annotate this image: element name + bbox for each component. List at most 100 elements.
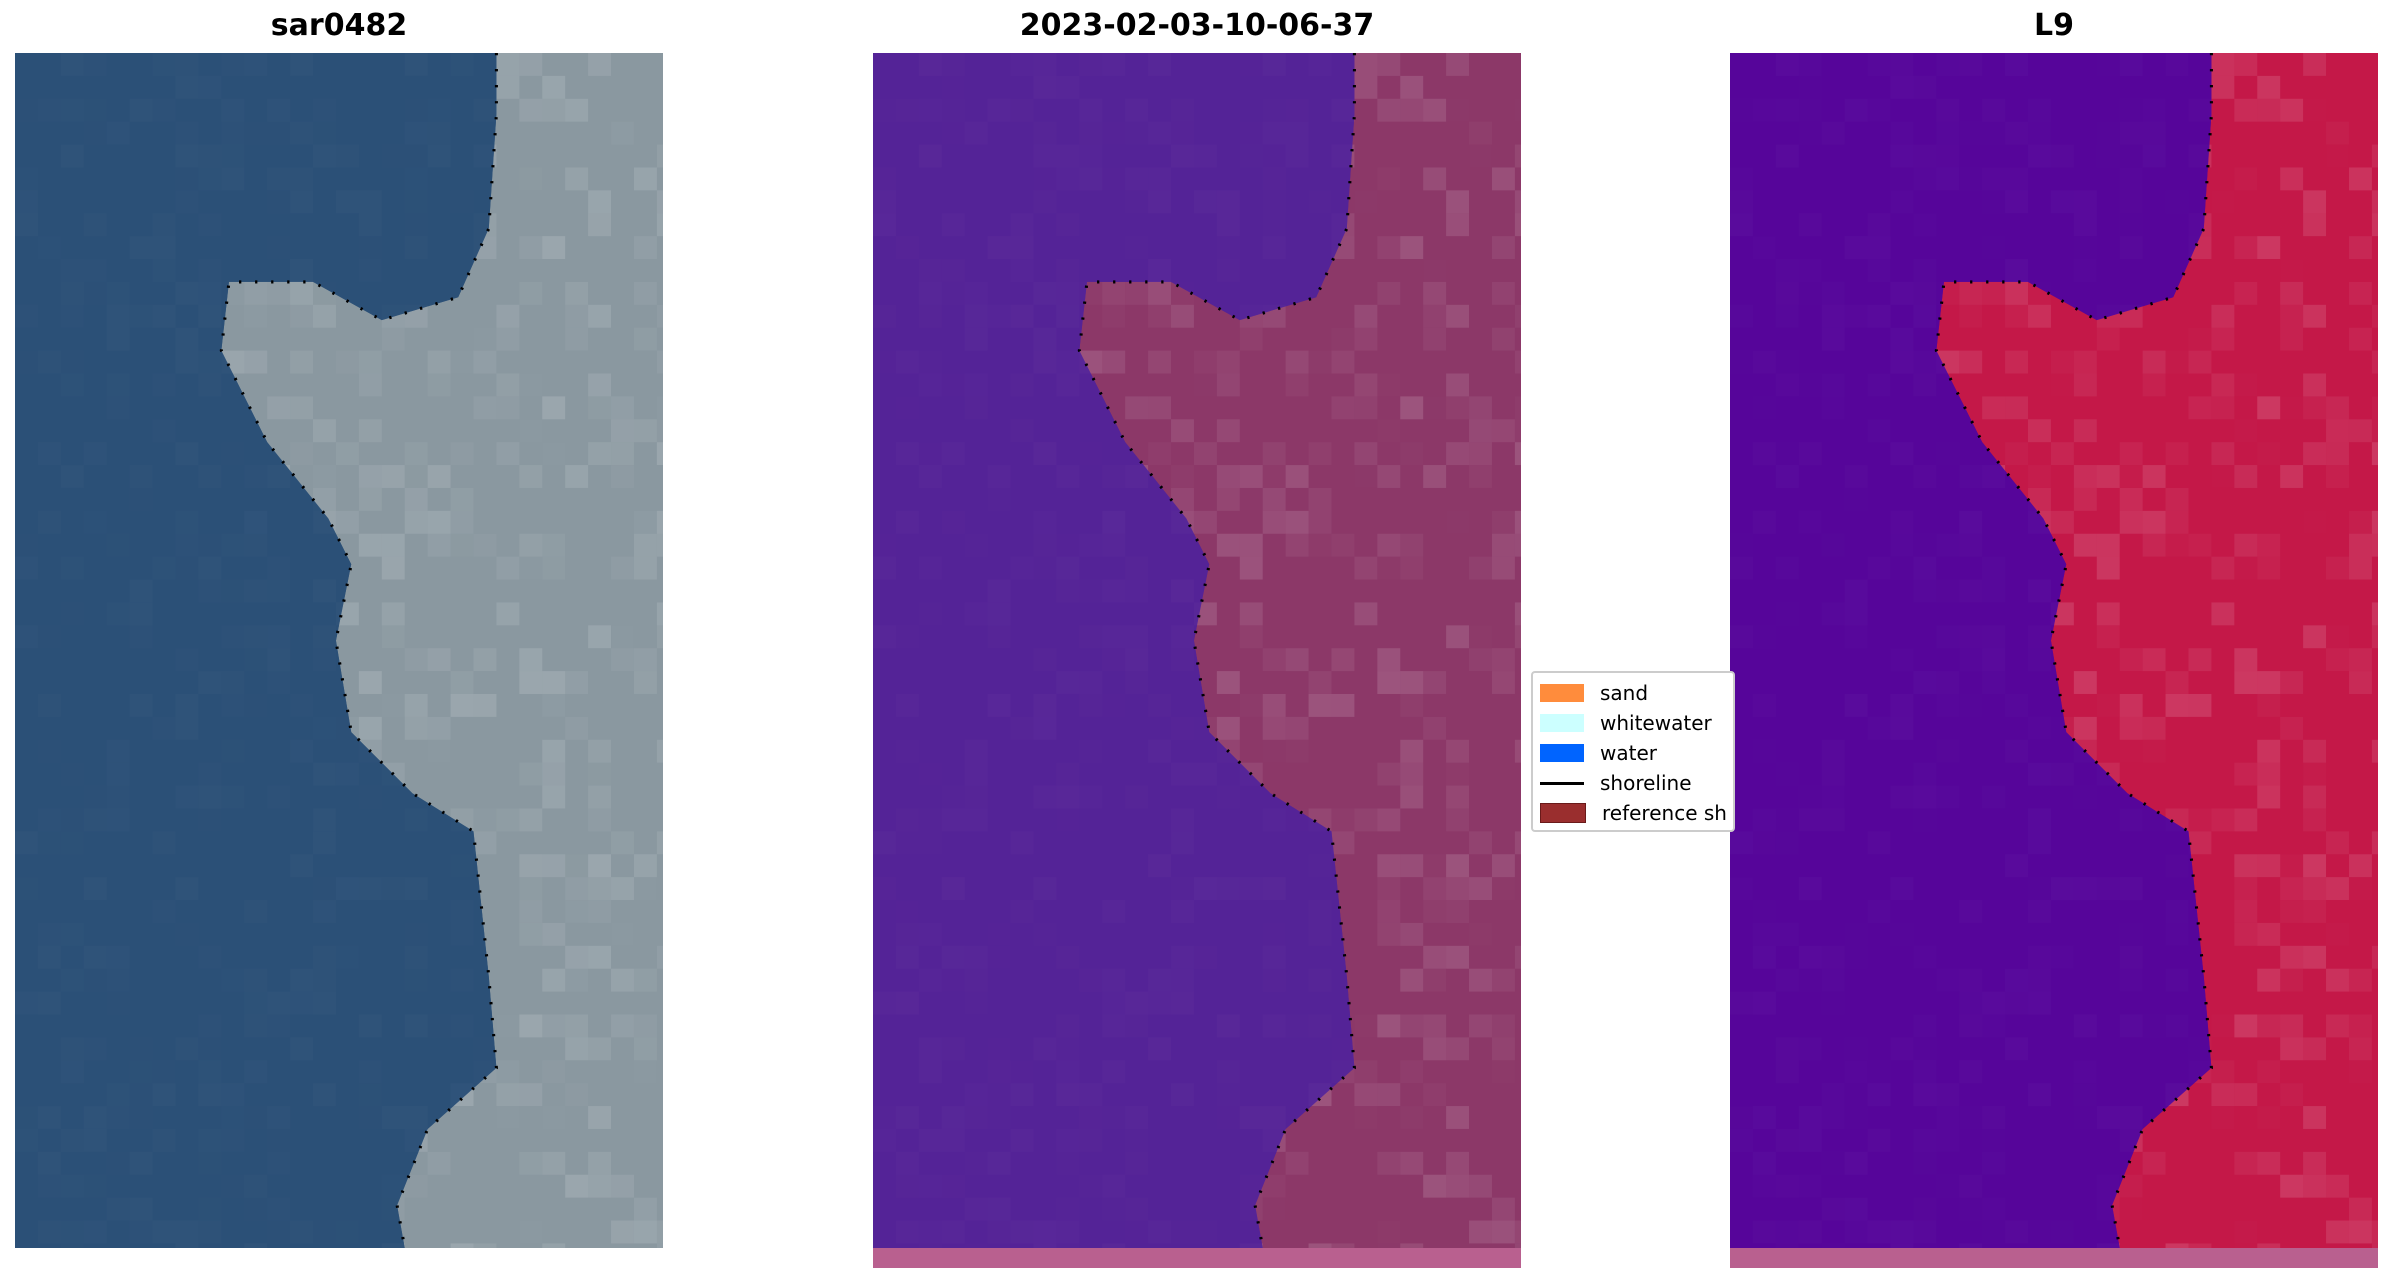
pixel: [2211, 946, 2234, 969]
pixel: [2050, 510, 2074, 534]
pixel: [2073, 716, 2097, 740]
pixel: [427, 648, 451, 672]
pixel: [313, 465, 336, 488]
pixel: [2349, 877, 2372, 900]
pixel: [519, 762, 543, 786]
pixel: [2371, 1243, 2378, 1248]
pixel: [2211, 1106, 2234, 1129]
pixel: [1423, 304, 1447, 328]
pixel: [2257, 739, 2281, 763]
pixel: [2188, 831, 2212, 855]
pixel: [1194, 373, 1217, 396]
pixel: [1377, 419, 1400, 442]
pixel: [404, 716, 428, 740]
pixel: [1354, 53, 1378, 76]
pixel: [428, 373, 451, 396]
pixel: [1423, 465, 1447, 488]
pixel: [2326, 1220, 2349, 1244]
pixel: [519, 854, 543, 878]
pixel: [656, 350, 663, 374]
pixel: [405, 740, 428, 763]
pixel: [1308, 671, 1332, 694]
pixel: [1194, 351, 1217, 374]
pixel: [2257, 1243, 2281, 1248]
pixel: [1423, 1037, 1447, 1061]
pixel: [2005, 442, 2028, 465]
pixel: [2211, 465, 2234, 488]
pixel: [542, 762, 566, 786]
pixel: [496, 190, 519, 213]
pixel: [358, 419, 382, 443]
pixel: [565, 1014, 589, 1038]
pixel: [267, 281, 291, 305]
pixel: [1514, 945, 1521, 969]
pixel: [2188, 693, 2212, 717]
pixel: [519, 1221, 542, 1244]
pixel: [1354, 602, 1378, 626]
pixel: [2326, 419, 2349, 443]
pixel: [1446, 213, 1470, 237]
pixel: [2303, 396, 2326, 419]
pixel: [496, 1106, 519, 1129]
pixel: [1171, 419, 1194, 443]
pixel: [1309, 442, 1332, 465]
pixel: [2257, 854, 2281, 878]
pixel: [2348, 533, 2372, 557]
pixel: [519, 53, 543, 76]
pixel: [1423, 1083, 1446, 1106]
pixel: [2096, 556, 2120, 580]
pixel: [588, 396, 611, 419]
legend: sand whitewater water shoreline referenc…: [1531, 671, 1735, 832]
pixel: [2348, 1220, 2372, 1244]
pixel: [1982, 281, 2006, 305]
reference-swatch: [1540, 803, 1586, 823]
pixel: [1285, 716, 1309, 740]
pixel: [1400, 533, 1424, 557]
pixel: [1308, 510, 1332, 534]
legend-item-water: water: [1540, 741, 1657, 765]
pixel: [2234, 557, 2257, 580]
pixel: [1446, 945, 1470, 969]
pixel: [427, 1151, 451, 1175]
pixel: [656, 304, 663, 328]
pixel: [2234, 281, 2258, 305]
pixel: [2051, 351, 2074, 374]
pixel: [2280, 1083, 2303, 1106]
pixel: [1515, 419, 1521, 442]
pixel: [656, 945, 663, 969]
pixel: [657, 396, 663, 419]
pixel: [656, 213, 663, 237]
pixel: [565, 327, 589, 351]
pixel: [496, 396, 520, 420]
pixel: [1469, 877, 1492, 901]
pixel: [1102, 350, 1126, 374]
pixel: [1446, 396, 1469, 419]
pixel: [2303, 808, 2327, 832]
pixel: [1400, 98, 1424, 122]
pixel: [2142, 350, 2166, 374]
pixel: [657, 99, 663, 122]
pixel: [1377, 1151, 1401, 1175]
pixel: [451, 534, 474, 557]
pixel: [1285, 1151, 1309, 1175]
pixel: [2303, 625, 2327, 649]
pixel: [2257, 396, 2281, 420]
pixel: [1446, 304, 1470, 328]
pixel: [1446, 99, 1469, 122]
pixel: [2303, 99, 2326, 122]
pixel: [336, 373, 359, 396]
legend-label: sand: [1600, 681, 1649, 705]
pixel: [565, 465, 589, 488]
sand-swatch: [1540, 684, 1584, 702]
pixel: [2165, 487, 2189, 511]
pixel: [1423, 98, 1447, 122]
pixel: [2326, 648, 2349, 672]
pixel: [2211, 1083, 2235, 1107]
pixel: [1423, 716, 1447, 740]
pixel: [611, 1060, 634, 1083]
pixel: [2280, 831, 2303, 854]
pixel: [2280, 304, 2304, 328]
pixel: [519, 419, 542, 442]
pixel: [1102, 281, 1126, 305]
pixel: [473, 396, 497, 420]
